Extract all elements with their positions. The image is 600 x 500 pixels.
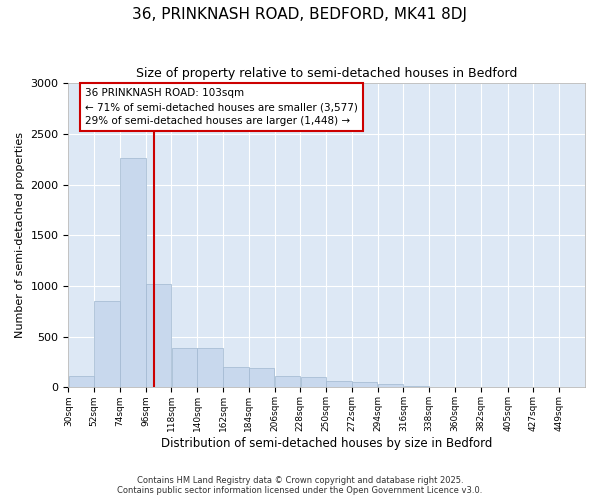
Text: 36, PRINKNASH ROAD, BEDFORD, MK41 8DJ: 36, PRINKNASH ROAD, BEDFORD, MK41 8DJ (133, 8, 467, 22)
Bar (249, 368, 274, 388)
Bar (120, 158, 146, 388)
Bar (94, 301, 120, 388)
Title: Size of property relative to semi-detached houses in Bedford: Size of property relative to semi-detach… (136, 68, 517, 80)
Bar (275, 376, 300, 388)
Bar (197, 348, 223, 388)
Bar (326, 382, 352, 388)
Bar (223, 367, 248, 388)
Y-axis label: Number of semi-detached properties: Number of semi-detached properties (15, 132, 25, 338)
Bar (172, 348, 197, 388)
Bar (146, 284, 172, 388)
Bar (301, 378, 326, 388)
Bar (352, 382, 377, 388)
Bar (404, 386, 429, 388)
Bar (378, 384, 403, 388)
X-axis label: Distribution of semi-detached houses by size in Bedford: Distribution of semi-detached houses by … (161, 437, 493, 450)
Text: Contains HM Land Registry data © Crown copyright and database right 2025.
Contai: Contains HM Land Registry data © Crown c… (118, 476, 482, 495)
Text: 36 PRINKNASH ROAD: 103sqm
← 71% of semi-detached houses are smaller (3,577)
29% : 36 PRINKNASH ROAD: 103sqm ← 71% of semi-… (85, 88, 358, 126)
Bar (68, 376, 94, 388)
Bar (430, 386, 455, 388)
